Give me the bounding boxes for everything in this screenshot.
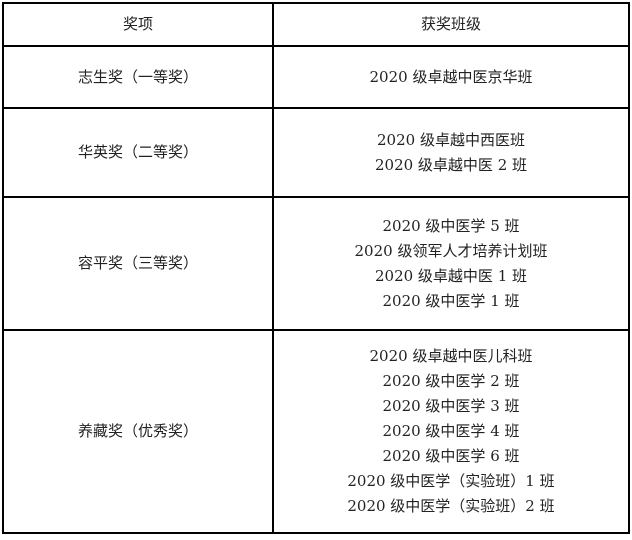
header-award-label: 奖项: [122, 15, 153, 33]
classes-cell: 2020 级卓越中西医班 2020 级卓越中医 2 班: [272, 107, 630, 198]
classes-cell: 2020 级卓越中医京华班: [272, 45, 630, 109]
award-name: 容平奖（三等奖）: [77, 254, 198, 272]
class-line: 2020 级卓越中医 2 班: [374, 155, 528, 174]
class-line: 2020 级中医学 2 班: [382, 372, 520, 390]
header-class-column: 获奖班级: [272, 2, 630, 47]
awards-table: 奖项 获奖班级 志生奖（一等奖） 2020 级卓越中医京华班 华英奖（二等奖） …: [2, 2, 630, 534]
class-line: 2020 级卓越中医 1 班: [374, 266, 528, 285]
class-line: 2020 级卓越中医京华班: [369, 67, 533, 86]
class-line: 2020 级中医学 4 班: [382, 422, 520, 440]
classes-cell: 2020 级卓越中医儿科班 2020 级中医学 2 班 2020 级中医学 3 …: [272, 329, 630, 534]
class-line: 2020 级中医学 6 班: [382, 447, 520, 465]
table-row: 志生奖（一等奖） 2020 级卓越中医京华班: [2, 45, 630, 109]
award-name: 志生奖（一等奖）: [77, 67, 198, 86]
classes-cell: 2020 级中医学 5 班 2020 级领军人才培养计划班 2020 级卓越中医…: [272, 196, 630, 331]
class-line: 2020 级卓越中医儿科班: [369, 347, 533, 365]
class-line: 2020 级卓越中西医班: [377, 130, 525, 149]
class-line: 2020 级领军人才培养计划班: [354, 241, 548, 260]
award-cell: 华英奖（二等奖）: [2, 107, 274, 198]
table-row: 养藏奖（优秀奖） 2020 级卓越中医儿科班 2020 级中医学 2 班 202…: [2, 329, 630, 534]
class-line: 2020 级中医学 3 班: [382, 397, 520, 415]
award-name: 华英奖（二等奖）: [77, 143, 198, 161]
header-award-column: 奖项: [2, 2, 274, 47]
class-line: 2020 级中医学 1 班: [382, 291, 520, 310]
table-header-row: 奖项 获奖班级: [2, 2, 630, 47]
header-class-label: 获奖班级: [420, 15, 481, 33]
award-name: 养藏奖（优秀奖）: [77, 422, 198, 440]
class-line: 2020 级中医学（实验班）2 班: [347, 497, 555, 515]
table-row: 华英奖（二等奖） 2020 级卓越中西医班 2020 级卓越中医 2 班: [2, 107, 630, 198]
class-line: 2020 级中医学 5 班: [382, 216, 520, 235]
award-cell: 容平奖（三等奖）: [2, 196, 274, 331]
award-cell: 养藏奖（优秀奖）: [2, 329, 274, 534]
table-row: 容平奖（三等奖） 2020 级中医学 5 班 2020 级领军人才培养计划班 2…: [2, 196, 630, 331]
award-cell: 志生奖（一等奖）: [2, 45, 274, 109]
class-line: 2020 级中医学（实验班）1 班: [347, 472, 555, 490]
